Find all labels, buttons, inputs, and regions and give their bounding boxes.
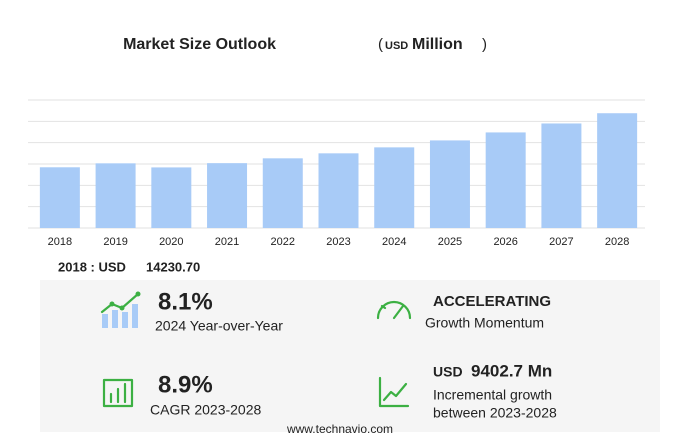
footer: www.technavio.com xyxy=(286,422,393,436)
base-label: 2018 : USD xyxy=(58,259,126,274)
unit-close: ) xyxy=(482,36,487,53)
stat-value: 8.1% xyxy=(158,288,213,315)
x-tick-label: 2023 xyxy=(326,236,350,248)
base-value: 14230.70 xyxy=(146,259,200,274)
x-tick-label: 2027 xyxy=(549,236,573,248)
bar xyxy=(262,158,303,228)
x-tick-label: 2026 xyxy=(493,236,517,248)
stat-label: 2024 Year-over-Year xyxy=(155,318,283,334)
x-tick-label: 2022 xyxy=(271,236,295,248)
x-tick-label: 2021 xyxy=(215,236,239,248)
unit-label: Million xyxy=(412,36,463,53)
stat-label: Incremental growth xyxy=(433,387,552,403)
stat-value: 9402.7 Mn xyxy=(471,361,552,380)
unit-open: ( xyxy=(378,36,383,53)
bar xyxy=(429,140,470,228)
x-tick-label: 2019 xyxy=(103,236,127,248)
bar xyxy=(485,132,526,228)
stat-label: Growth Momentum xyxy=(425,315,544,331)
bar xyxy=(207,163,248,228)
x-tick-label: 2024 xyxy=(382,236,406,248)
bar xyxy=(541,123,582,228)
stats-panel xyxy=(40,280,660,432)
stat-value: 8.9% xyxy=(158,371,213,398)
incremental-icon xyxy=(378,376,410,408)
stat-label: between 2023-2028 xyxy=(433,405,557,421)
cagr-icon xyxy=(102,378,134,408)
bar xyxy=(597,113,638,228)
bar xyxy=(151,167,192,228)
x-tick-label: 2025 xyxy=(438,236,462,248)
stat-currency: USD xyxy=(433,364,463,380)
x-tick-label: 2018 xyxy=(48,236,72,248)
growth-icon xyxy=(100,291,141,328)
stat-value: ACCELERATING xyxy=(433,293,551,310)
x-tick-label: 2020 xyxy=(159,236,183,248)
bar xyxy=(374,147,415,228)
x-tick-label: 2028 xyxy=(605,236,629,248)
gauge-icon xyxy=(376,300,412,320)
bar xyxy=(318,153,359,228)
bar xyxy=(95,163,136,228)
stat-label: CAGR 2023-2028 xyxy=(150,402,262,418)
bar xyxy=(39,167,80,228)
chart-title: Market Size Outlook xyxy=(123,36,276,53)
unit-currency: USD xyxy=(385,40,408,52)
